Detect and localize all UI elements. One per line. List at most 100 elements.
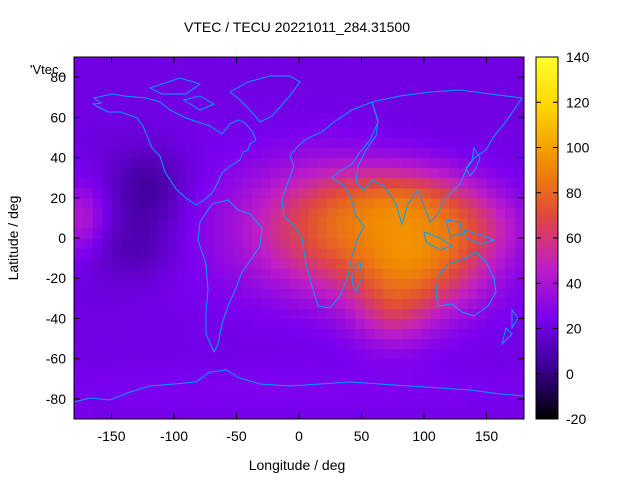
heatmap-cell [411, 298, 422, 309]
heatmap-cell [270, 408, 281, 419]
heatmap-cell [336, 408, 347, 419]
heatmap-cell [261, 97, 272, 108]
heatmap-cell [158, 137, 169, 149]
x-tick-label: 0 [295, 428, 303, 444]
heatmap-cell [299, 398, 309, 410]
heatmap-cell [383, 388, 394, 400]
heatmap-cell [149, 318, 159, 330]
heatmap-cell [327, 258, 338, 269]
heatmap-cell [252, 338, 263, 350]
heatmap-cell [420, 97, 431, 108]
heatmap-cell [495, 57, 506, 68]
heatmap-cell [233, 177, 244, 189]
heatmap-cell [74, 207, 84, 219]
heatmap-cell [195, 238, 206, 249]
heatmap-cell [449, 378, 459, 390]
heatmap-cell [383, 238, 394, 249]
heatmap-cell [467, 238, 478, 249]
heatmap-cell [242, 147, 253, 159]
heatmap-cell [514, 67, 524, 78]
heatmap-cell [130, 57, 141, 68]
heatmap-cell [102, 328, 113, 340]
heatmap-cell [514, 368, 524, 380]
heatmap-cell [158, 368, 169, 380]
heatmap-cell [74, 177, 84, 189]
heatmap-cell [83, 157, 94, 169]
heatmap-cell [120, 408, 131, 419]
heatmap-cell [336, 378, 347, 390]
heatmap-cell [177, 227, 188, 239]
heatmap-cell [458, 308, 469, 320]
heatmap-cell [458, 338, 469, 350]
heatmap-cell [430, 398, 441, 410]
heatmap-cell [327, 288, 338, 299]
heatmap-cell [74, 217, 84, 229]
heatmap-cell [477, 368, 488, 380]
heatmap-cell [439, 217, 450, 229]
heatmap-cell [392, 67, 403, 78]
heatmap-cell [83, 57, 94, 68]
heatmap-cell [102, 378, 113, 390]
heatmap-cell [167, 328, 178, 340]
heatmap-cell [327, 308, 338, 320]
heatmap-cell [186, 338, 197, 350]
heatmap-cell [139, 408, 150, 419]
heatmap-cell [392, 308, 403, 320]
heatmap-cell [149, 187, 159, 199]
heatmap-cell [392, 318, 403, 330]
heatmap-cell [158, 398, 169, 410]
heatmap-cell [83, 298, 94, 309]
heatmap-cell [299, 177, 309, 189]
heatmap-cell [317, 348, 328, 360]
heatmap-cell [458, 107, 469, 118]
coastline-asia [355, 89, 523, 226]
heatmap-cell [374, 147, 384, 159]
heatmap-cell [270, 177, 281, 189]
heatmap-cell [270, 248, 281, 259]
heatmap-cell [439, 147, 450, 159]
heatmap-cell [177, 97, 188, 108]
heatmap-cell [374, 117, 384, 128]
heatmap-cell [505, 238, 516, 249]
heatmap-cell [439, 187, 450, 199]
heatmap-cell [139, 348, 150, 360]
heatmap-cell [345, 298, 356, 309]
heatmap-cell [83, 368, 94, 380]
heatmap-cell [74, 117, 84, 128]
heatmap-cell [411, 227, 422, 239]
heatmap-cell [158, 358, 169, 370]
heatmap-cell [167, 157, 178, 169]
heatmap-cell [111, 157, 122, 169]
heatmap-cell [252, 97, 263, 108]
heatmap-cell [130, 107, 141, 118]
heatmap-cell [186, 67, 197, 78]
heatmap-cell [289, 137, 300, 149]
heatmap-cell [430, 57, 441, 68]
heatmap-cell [449, 368, 459, 380]
heatmap-cell [242, 248, 253, 259]
heatmap-cell [261, 368, 272, 380]
heatmap-cell [392, 97, 403, 108]
heatmap-cell [289, 248, 300, 259]
heatmap-cell [392, 197, 403, 209]
heatmap-cell [495, 137, 506, 149]
heatmap-cell [505, 408, 516, 419]
heatmap-cell [167, 197, 178, 209]
heatmap-cell [167, 217, 178, 229]
heatmap-cell [299, 157, 309, 169]
heatmap-cell [233, 197, 244, 209]
heatmap-cell [261, 298, 272, 309]
heatmap-cell [205, 127, 216, 139]
heatmap-cell [102, 288, 113, 299]
heatmap-cell [242, 308, 253, 320]
heatmap-cell [270, 288, 281, 299]
heatmap-cell [167, 67, 178, 78]
heatmap-cell [261, 197, 272, 209]
heatmap-cell [289, 338, 300, 350]
heatmap-cell [364, 207, 375, 219]
heatmap-cell [355, 167, 366, 179]
heatmap-cell [177, 87, 188, 98]
heatmap-cell [308, 248, 319, 259]
heatmap-cell [486, 107, 497, 118]
heatmap-cell [505, 157, 516, 169]
